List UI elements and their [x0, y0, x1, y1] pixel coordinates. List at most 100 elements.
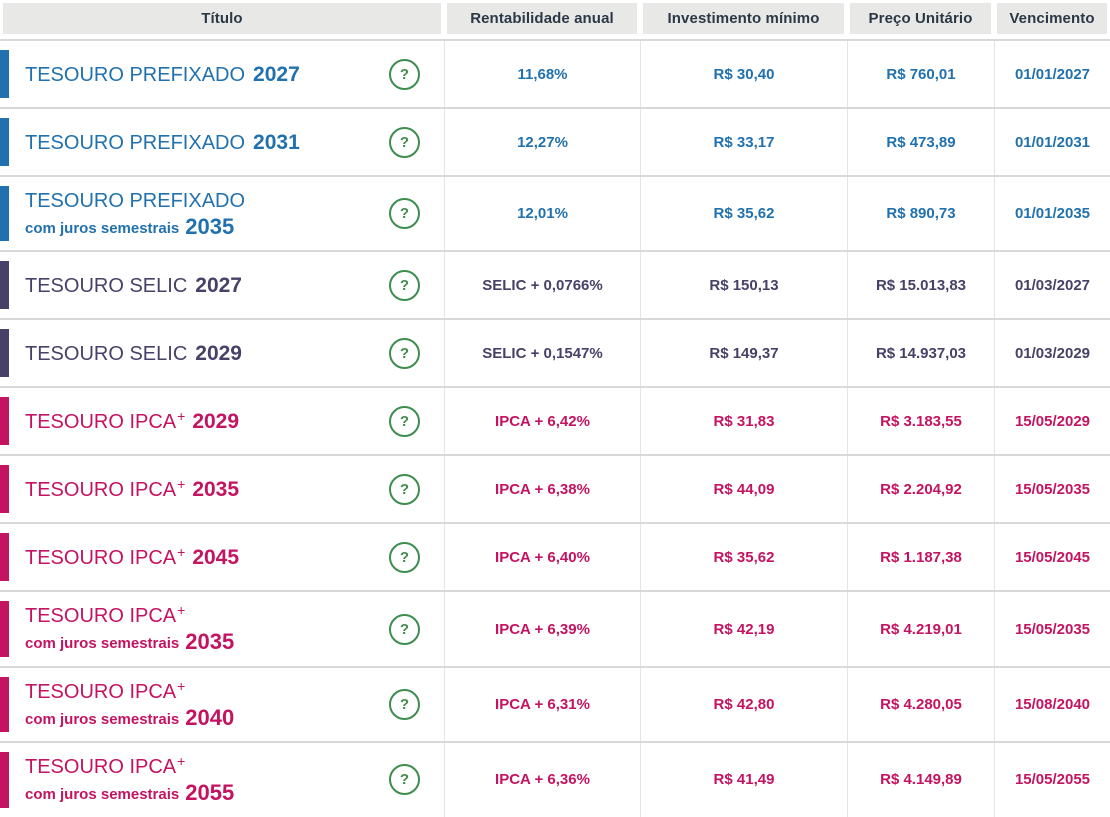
bond-year: 2040: [185, 704, 235, 730]
plus-superscript: +: [177, 753, 186, 770]
bond-title[interactable]: TESOURO IPCA+ 2045: [25, 544, 389, 570]
bond-title-line1: TESOURO IPCA+ 2035: [25, 476, 389, 502]
min-investment-cell: R$ 149,37: [640, 320, 847, 387]
bond-title-cell: TESOURO IPCA+ com juros semestrais 2040 ?: [0, 668, 444, 741]
bond-row[interactable]: TESOURO IPCA+ 2045 ? IPCA + 6,40% R$ 35,6…: [0, 522, 1110, 591]
bond-row[interactable]: TESOURO SELIC 2027 ? SELIC + 0,0766% R$ 1…: [0, 250, 1110, 319]
unit-price-cell: R$ 4.280,05: [847, 667, 994, 742]
plus-superscript: +: [177, 544, 186, 561]
plus-superscript: +: [177, 408, 186, 425]
help-icon[interactable]: ?: [389, 541, 420, 573]
min-investment-cell: R$ 31,83: [640, 388, 847, 455]
bond-color-bar: [0, 533, 9, 582]
bond-title[interactable]: TESOURO IPCA+ 2035: [25, 476, 389, 502]
bond-color-bar: [0, 186, 9, 242]
bond-title-cell: TESOURO IPCA+ 2029 ?: [0, 388, 444, 454]
bond-title-line1: TESOURO IPCA+: [25, 753, 389, 779]
bond-subtitle: com juros semestrais: [25, 635, 180, 653]
bond-title-cell: TESOURO IPCA+ 2045 ?: [0, 524, 444, 590]
help-icon[interactable]: ?: [389, 688, 420, 720]
bond-title-line1: TESOURO PREFIXADO: [25, 187, 389, 213]
bond-title-line1: TESOURO PREFIXADO 2031: [25, 129, 389, 155]
bond-title[interactable]: TESOURO SELIC 2027: [25, 272, 389, 298]
help-icon[interactable]: ?: [389, 337, 420, 369]
bond-title[interactable]: TESOURO PREFIXADO 2031: [25, 129, 389, 155]
bond-title-line1: TESOURO IPCA+ 2029: [25, 408, 389, 434]
plus-superscript: +: [177, 677, 186, 694]
bond-title-cell: TESOURO PREFIXADO 2027 ?: [0, 41, 444, 107]
min-investment-cell: R$ 44,09: [640, 456, 847, 523]
help-icon[interactable]: ?: [389, 198, 420, 230]
help-icon[interactable]: ?: [389, 473, 420, 505]
min-investment-cell: R$ 35,62: [640, 177, 847, 251]
bond-title[interactable]: TESOURO SELIC 2029: [25, 340, 389, 366]
bond-row[interactable]: TESOURO SELIC 2029 ? SELIC + 0,1547% R$ 1…: [0, 318, 1110, 387]
bond-title-line1: TESOURO IPCA+: [25, 602, 389, 628]
maturity-cell: 01/03/2029: [994, 320, 1110, 387]
bond-year: 2031: [253, 130, 300, 154]
help-icon[interactable]: ?: [389, 405, 420, 437]
annual-rate-cell: IPCA + 6,39%: [444, 592, 640, 666]
bond-title[interactable]: TESOURO IPCA+ 2029: [25, 408, 389, 434]
bond-subtitle: com juros semestrais: [25, 220, 180, 237]
bond-row[interactable]: TESOURO IPCA+ com juros semestrais 2035 ?…: [0, 590, 1110, 666]
bond-name: TESOURO IPCA: [25, 680, 177, 703]
bond-year: 2035: [192, 478, 240, 502]
bond-row[interactable]: TESOURO PREFIXADO com juros semestrais 20…: [0, 175, 1110, 251]
question-mark: ?: [399, 276, 410, 294]
bond-row[interactable]: TESOURO IPCA+ com juros semestrais 2040 ?…: [0, 665, 1110, 742]
bond-year: 2035: [185, 629, 235, 655]
unit-price-cell: R$ 3.183,55: [847, 388, 994, 455]
bond-color-bar: [0, 50, 9, 98]
table-body: TESOURO PREFIXADO 2027 ? 11,68% R$ 30,40 …: [0, 39, 1110, 817]
column-header-investimento: Investimento mínimo: [640, 0, 847, 39]
bond-row[interactable]: TESOURO IPCA+ 2029 ? IPCA + 6,42% R$ 31,8…: [0, 386, 1110, 455]
bond-color-bar: [0, 752, 9, 808]
annual-rate-cell: 12,27%: [444, 109, 640, 175]
bond-row[interactable]: TESOURO PREFIXADO 2031 ? 12,27% R$ 33,17 …: [0, 107, 1110, 175]
maturity-cell: 01/01/2027: [994, 41, 1110, 107]
min-investment-cell: R$ 150,13: [640, 252, 847, 319]
question-mark: ?: [399, 205, 410, 223]
bond-year: 2035: [185, 214, 235, 239]
bond-name: TESOURO IPCA: [25, 479, 177, 502]
bond-title[interactable]: TESOURO IPCA+ com juros semestrais 2040: [25, 678, 389, 731]
bond-year: 2045: [192, 546, 240, 570]
bond-title-line1: TESOURO PREFIXADO 2027: [25, 61, 389, 87]
bond-color-bar: [0, 601, 9, 657]
min-investment-cell: R$ 41,49: [640, 743, 847, 817]
help-icon[interactable]: ?: [389, 58, 420, 90]
bond-title[interactable]: TESOURO PREFIXADO 2027: [25, 61, 389, 87]
annual-rate-cell: SELIC + 0,1547%: [444, 320, 640, 387]
bond-title-line2: com juros semestrais 2040: [25, 705, 389, 731]
help-icon[interactable]: ?: [389, 126, 420, 158]
unit-price-cell: R$ 473,89: [847, 109, 994, 175]
bond-name: TESOURO IPCA: [25, 756, 177, 779]
bond-row[interactable]: TESOURO IPCA+ 2035 ? IPCA + 6,38% R$ 44,0…: [0, 454, 1110, 523]
bond-color-bar: [0, 676, 9, 733]
help-icon[interactable]: ?: [389, 613, 420, 645]
bond-title[interactable]: TESOURO IPCA+ com juros semestrais 2055: [25, 753, 389, 806]
unit-price-cell: R$ 4.149,89: [847, 743, 994, 817]
question-mark: ?: [399, 480, 410, 498]
help-icon[interactable]: ?: [389, 764, 420, 796]
min-investment-cell: R$ 33,17: [640, 109, 847, 175]
help-icon[interactable]: ?: [389, 269, 420, 301]
bond-title[interactable]: TESOURO IPCA+ com juros semestrais 2035: [25, 602, 389, 655]
bond-title[interactable]: TESOURO PREFIXADO com juros semestrais 20…: [25, 187, 389, 240]
bond-year: 2029: [192, 410, 240, 434]
unit-price-cell: R$ 1.187,38: [847, 524, 994, 591]
bond-title-line1: TESOURO IPCA+: [25, 678, 389, 704]
maturity-cell: 15/05/2055: [994, 743, 1110, 817]
bond-name: TESOURO SELIC: [25, 275, 188, 298]
unit-price-cell: R$ 4.219,01: [847, 592, 994, 666]
bond-row[interactable]: TESOURO PREFIXADO 2027 ? 11,68% R$ 30,40 …: [0, 39, 1110, 107]
bond-row[interactable]: TESOURO IPCA+ com juros semestrais 2055 ?…: [0, 741, 1110, 817]
bond-year: 2027: [195, 274, 242, 298]
bond-title-cell: TESOURO IPCA+ com juros semestrais 2035 ?: [0, 592, 444, 665]
annual-rate-cell: SELIC + 0,0766%: [444, 252, 640, 319]
question-mark: ?: [399, 771, 410, 789]
bond-name: TESOURO IPCA: [25, 605, 177, 628]
column-header-preco: Preço Unitário: [847, 0, 994, 39]
question-mark: ?: [399, 548, 410, 566]
